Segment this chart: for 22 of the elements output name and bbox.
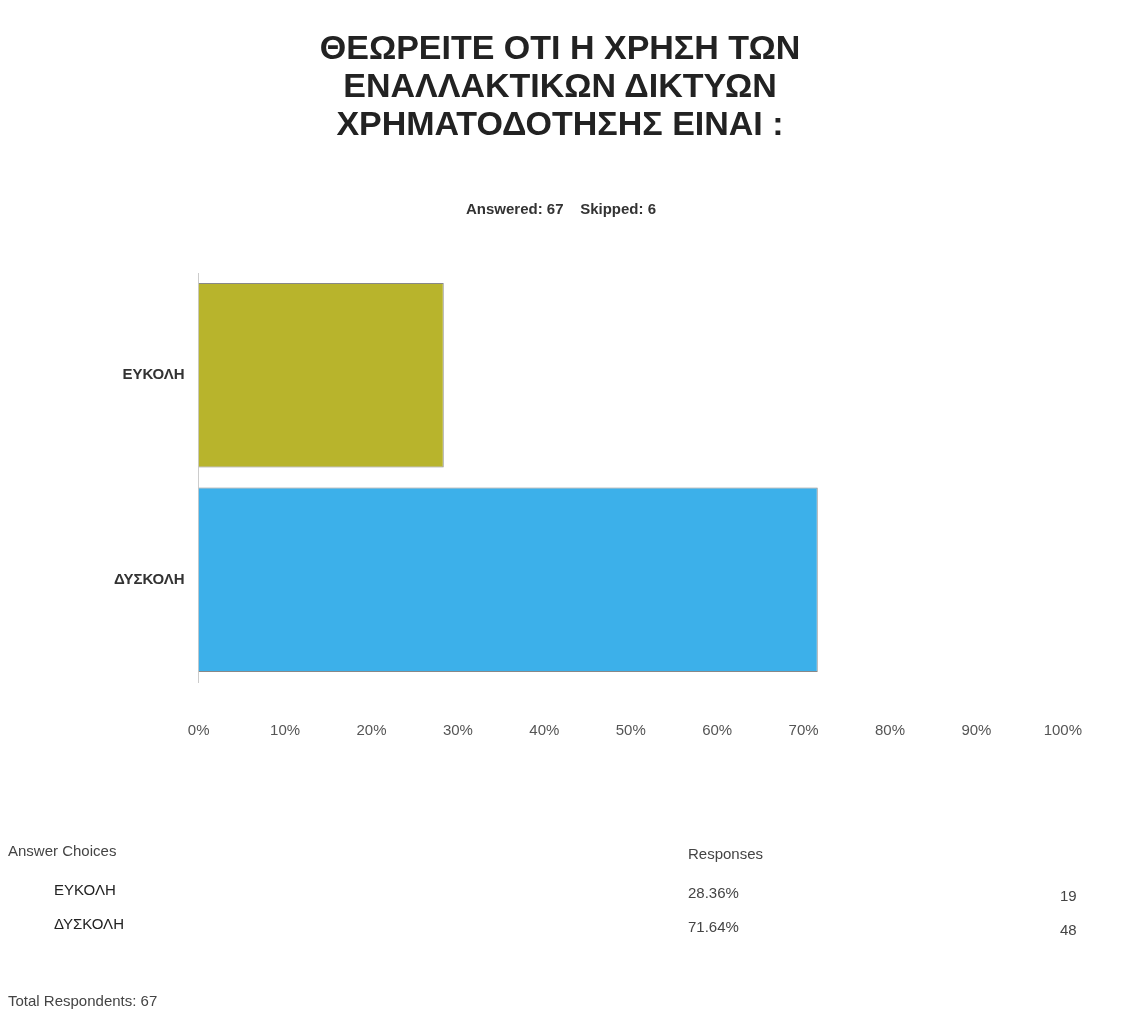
x-tick-label: 70% [788, 721, 819, 739]
text: 28.36% [688, 884, 739, 901]
text: 19 [1060, 887, 1077, 904]
x-tick-label: 60% [702, 721, 733, 739]
text: 71.64% [688, 918, 739, 935]
x-tick-label: 0% [187, 721, 210, 739]
category-label: ΔΥΣΚΟΛΗ [54, 915, 124, 932]
x-tick-label: 40% [529, 721, 560, 739]
category-label: ΕΥΚΟΛΗ [54, 881, 116, 898]
chart-title: ΘΕΩΡΕΙΤΕ ΟΤΙ Η ΧΡΗΣΗ ΤΩΝ ΕΝΑΛΛΑΚΤΙΚΩΝ ΔΙΚΤΥΩΝ ΧΡΗΜΑΤΟΔΟΤΗΣΗΣ ΕΙΝΑΙ : [318, 28, 802, 142]
x-tick-label: 20% [356, 721, 387, 739]
text: Answer Choices [8, 842, 117, 859]
chart-subtitle: Answered: 67 Skipped: 6 [464, 200, 658, 217]
x-tick-label: 90% [961, 721, 992, 739]
x-tick-label: 30% [442, 721, 473, 739]
x-tick-label: 50% [615, 721, 646, 739]
text: Total Respondents: 67 [8, 992, 158, 1009]
x-tick-label: 100% [1043, 721, 1083, 739]
x-tick-label: 80% [874, 721, 905, 739]
text: 48 [1060, 921, 1077, 938]
x-tick-label: 10% [270, 721, 301, 739]
text: Responses [688, 845, 764, 862]
